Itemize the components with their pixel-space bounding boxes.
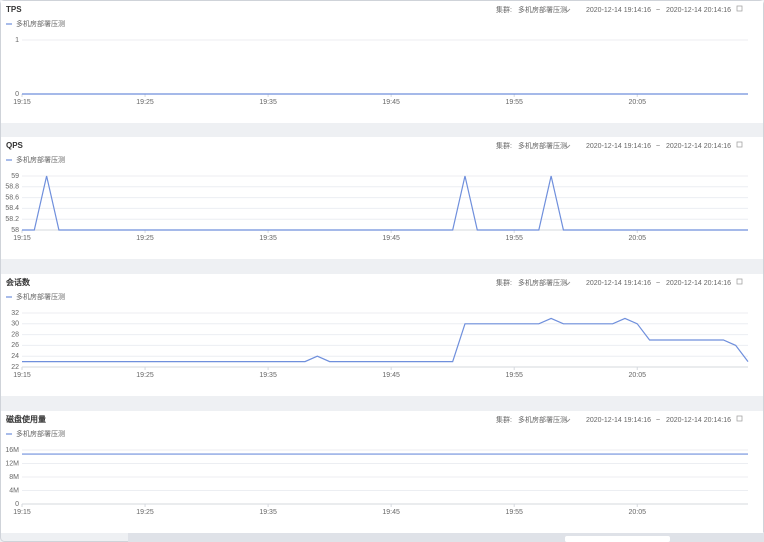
select-chevron [564, 144, 571, 149]
separator: ~ [656, 7, 660, 14]
bottom-bar [128, 532, 764, 542]
x-tick-label: 20:05 [628, 235, 646, 242]
bottom-input [565, 536, 670, 542]
start-time[interactable]: 2020-12-14 19:14:16 [586, 280, 651, 287]
x-tick-label: 19:45 [382, 372, 400, 379]
x-tick-label: 20:05 [628, 509, 646, 516]
x-tick-label: 19:55 [505, 99, 523, 106]
panel-title: TPS [6, 5, 22, 14]
y-tick-label: 1 [15, 37, 19, 44]
x-tick-label: 19:45 [382, 235, 400, 242]
y-tick-label: 30 [11, 321, 19, 328]
x-tick-label: 19:15 [13, 99, 31, 106]
y-tick-label: 58.4 [5, 205, 19, 212]
x-tick-label: 19:35 [259, 99, 277, 106]
y-tick-label: 58 [11, 227, 19, 234]
x-tick-label: 19:35 [259, 372, 277, 379]
x-tick-label: 19:15 [13, 372, 31, 379]
calendar-icon[interactable] [736, 5, 743, 12]
cluster-label: 集群: [496, 5, 512, 14]
y-tick-label: 8M [9, 474, 19, 481]
y-tick-label: 12M [5, 460, 19, 467]
y-tick-label: 28 [11, 331, 19, 338]
end-time[interactable]: 2020-12-14 20:14:16 [666, 280, 731, 287]
x-tick-label: 19:25 [136, 509, 154, 516]
start-time[interactable]: 2020-12-14 19:14:16 [586, 143, 651, 150]
end-time[interactable]: 2020-12-14 20:14:16 [666, 143, 731, 150]
start-time[interactable]: 2020-12-14 19:14:16 [586, 7, 651, 14]
y-tick-label: 58.6 [5, 194, 19, 201]
x-tick-label: 19:45 [382, 99, 400, 106]
panel-title: QPS [6, 141, 24, 150]
x-tick-label: 19:15 [13, 235, 31, 242]
cluster-select[interactable]: 多机房部署压测 [518, 415, 567, 424]
legend-label: 多机房部署压测 [16, 19, 65, 28]
y-tick-label: 59 [11, 173, 19, 180]
cluster-label: 集群: [496, 415, 512, 424]
x-tick-label: 19:35 [259, 235, 277, 242]
cluster-label: 集群: [496, 141, 512, 150]
cluster-label: 集群: [496, 278, 512, 287]
y-tick-label: 4M [9, 487, 19, 494]
end-time[interactable]: 2020-12-14 20:14:16 [666, 7, 731, 14]
y-tick-label: 22 [11, 364, 19, 371]
legend-label: 多机房部署压测 [16, 292, 65, 301]
y-tick-label: 0 [15, 501, 19, 508]
cluster-select[interactable]: 多机房部署压测 [518, 278, 567, 287]
x-tick-label: 19:25 [136, 99, 154, 106]
start-time[interactable]: 2020-12-14 19:14:16 [586, 417, 651, 424]
y-tick-label: 58.2 [5, 216, 19, 223]
legend-label: 多机房部署压测 [16, 429, 65, 438]
x-tick-label: 20:05 [628, 372, 646, 379]
y-tick-label: 0 [15, 91, 19, 98]
x-tick-label: 19:55 [505, 235, 523, 242]
separator: ~ [656, 143, 660, 150]
x-tick-label: 19:35 [259, 509, 277, 516]
x-tick-label: 19:45 [382, 509, 400, 516]
y-tick-label: 16M [5, 447, 19, 454]
panel [1, 411, 763, 533]
calendar-icon[interactable] [736, 141, 743, 148]
x-tick-label: 19:15 [13, 509, 31, 516]
x-tick-label: 19:25 [136, 372, 154, 379]
x-tick-label: 19:25 [136, 235, 154, 242]
panel-title: 磁盘使用量 [6, 414, 46, 424]
y-tick-label: 24 [11, 353, 19, 360]
separator: ~ [656, 417, 660, 424]
end-time[interactable]: 2020-12-14 20:14:16 [666, 417, 731, 424]
select-chevron [564, 281, 571, 286]
line-series [22, 317, 749, 363]
calendar-icon[interactable] [736, 278, 743, 285]
calendar-icon[interactable] [736, 415, 743, 422]
select-chevron [564, 418, 571, 423]
y-tick-label: 26 [11, 342, 19, 349]
separator: ~ [656, 280, 660, 287]
line-series [22, 175, 748, 231]
x-tick-label: 19:55 [505, 509, 523, 516]
panel-title: 会话数 [6, 277, 31, 287]
legend-label: 多机房部署压测 [16, 155, 65, 164]
panel [1, 1, 763, 123]
cluster-select[interactable]: 多机房部署压测 [518, 141, 567, 150]
cluster-select[interactable]: 多机房部署压测 [518, 5, 567, 14]
y-tick-label: 58.8 [5, 184, 19, 191]
select-chevron [564, 8, 571, 13]
x-tick-label: 19:55 [505, 372, 523, 379]
x-tick-label: 20:05 [628, 99, 646, 106]
y-tick-label: 32 [11, 310, 19, 317]
